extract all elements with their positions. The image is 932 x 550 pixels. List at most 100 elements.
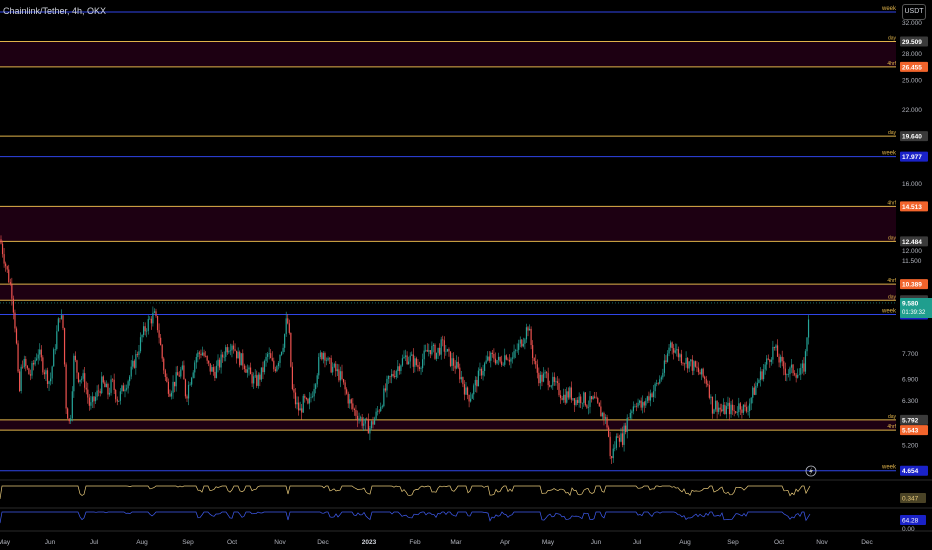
candle-208 <box>322 353 324 360</box>
candle-456 <box>707 383 709 386</box>
candle-309 <box>479 368 481 371</box>
candle-389 <box>603 412 605 419</box>
indicator1-badge <box>900 493 926 503</box>
candle-261 <box>404 355 407 357</box>
candle-479 <box>742 404 745 413</box>
candle-32 <box>50 378 52 382</box>
candle-56 <box>87 389 89 398</box>
candle-370 <box>573 398 576 406</box>
candle-123 <box>191 377 193 385</box>
candle-387 <box>600 406 602 417</box>
candle-431 <box>668 347 670 354</box>
indicator2-value: 64.28 <box>902 518 919 525</box>
candle-421 <box>652 391 655 397</box>
candle-375 <box>581 402 583 404</box>
candle-435 <box>674 350 676 353</box>
candle-48 <box>74 355 76 361</box>
candle-202 <box>313 389 315 397</box>
candle-463 <box>718 407 720 412</box>
candle-163 <box>253 376 255 384</box>
candle-266 <box>412 354 414 367</box>
candle-513 <box>795 374 797 378</box>
candle-369 <box>572 398 574 400</box>
candle-333 <box>516 349 518 351</box>
candle-169 <box>262 367 264 373</box>
level-tag-12: week <box>881 465 897 471</box>
candle-294 <box>456 361 458 369</box>
candle-315 <box>488 356 490 361</box>
candle-403 <box>625 425 627 433</box>
candle-288 <box>446 349 448 352</box>
level-badge-4 <box>900 151 928 162</box>
candle-221 <box>342 379 345 383</box>
x-axis-label-19: Dec <box>861 539 873 546</box>
candle-240 <box>372 421 374 425</box>
candle-478 <box>741 409 743 413</box>
candle-174 <box>270 353 272 359</box>
candle-135 <box>209 363 211 372</box>
candle-264 <box>409 355 411 362</box>
candle-239 <box>370 421 373 429</box>
candle-50 <box>77 372 80 383</box>
currency-badge[interactable]: USDT <box>902 4 926 20</box>
candle-102 <box>158 330 160 338</box>
candle-488 <box>756 382 758 386</box>
candle-12 <box>19 371 21 392</box>
candle-136 <box>211 367 213 372</box>
candle-345 <box>535 360 537 365</box>
candle-511 <box>792 364 794 374</box>
candle-2 <box>3 254 5 264</box>
candle-510 <box>790 364 793 368</box>
candle-336 <box>521 339 523 347</box>
level-badge-1 <box>900 36 928 47</box>
candle-323 <box>501 361 503 365</box>
candle-34 <box>53 349 55 367</box>
candle-474 <box>735 411 737 413</box>
candle-161 <box>249 367 252 375</box>
candle-360 <box>558 382 560 396</box>
level-tag-8: day <box>888 294 897 300</box>
candle-230 <box>356 415 359 421</box>
candle-236 <box>366 418 368 420</box>
candle-30 <box>46 370 49 384</box>
candle-166 <box>257 374 259 386</box>
candle-227 <box>352 403 354 409</box>
candle-476 <box>738 403 740 413</box>
candle-310 <box>480 368 483 376</box>
candle-217 <box>336 369 338 372</box>
candle-334 <box>518 343 520 350</box>
candle-164 <box>254 375 256 377</box>
candle-276 <box>428 350 430 352</box>
candle-231 <box>358 418 360 421</box>
level-badge-11 <box>900 425 928 436</box>
candle-210 <box>325 360 328 361</box>
candle-194 <box>301 408 303 413</box>
candle-424 <box>657 382 659 384</box>
candle-60 <box>93 396 95 402</box>
candle-508 <box>787 374 789 375</box>
candle-328 <box>508 359 510 362</box>
candle-40 <box>62 315 64 329</box>
candle-493 <box>764 364 766 370</box>
candle-118 <box>183 365 185 380</box>
x-axis-label-12: May <box>542 539 555 546</box>
candle-222 <box>344 382 346 390</box>
candle-318 <box>493 353 495 359</box>
candle-297 <box>460 377 462 380</box>
level-tag-6: day <box>888 235 897 241</box>
candle-398 <box>617 436 619 438</box>
candle-228 <box>353 408 355 411</box>
candle-404 <box>626 417 628 433</box>
level-price-5: 14.513 <box>902 204 922 211</box>
lightning-glyph-icon <box>809 467 813 475</box>
candle-342 <box>530 328 532 346</box>
candle-36 <box>56 331 58 349</box>
current-price-countdown: 01:39:32 <box>902 310 926 316</box>
candle-253 <box>392 374 394 377</box>
candle-63 <box>98 390 100 392</box>
candle-74 <box>115 389 117 400</box>
candle-191 <box>296 402 298 405</box>
candle-317 <box>491 352 493 354</box>
candle-238 <box>369 428 371 434</box>
